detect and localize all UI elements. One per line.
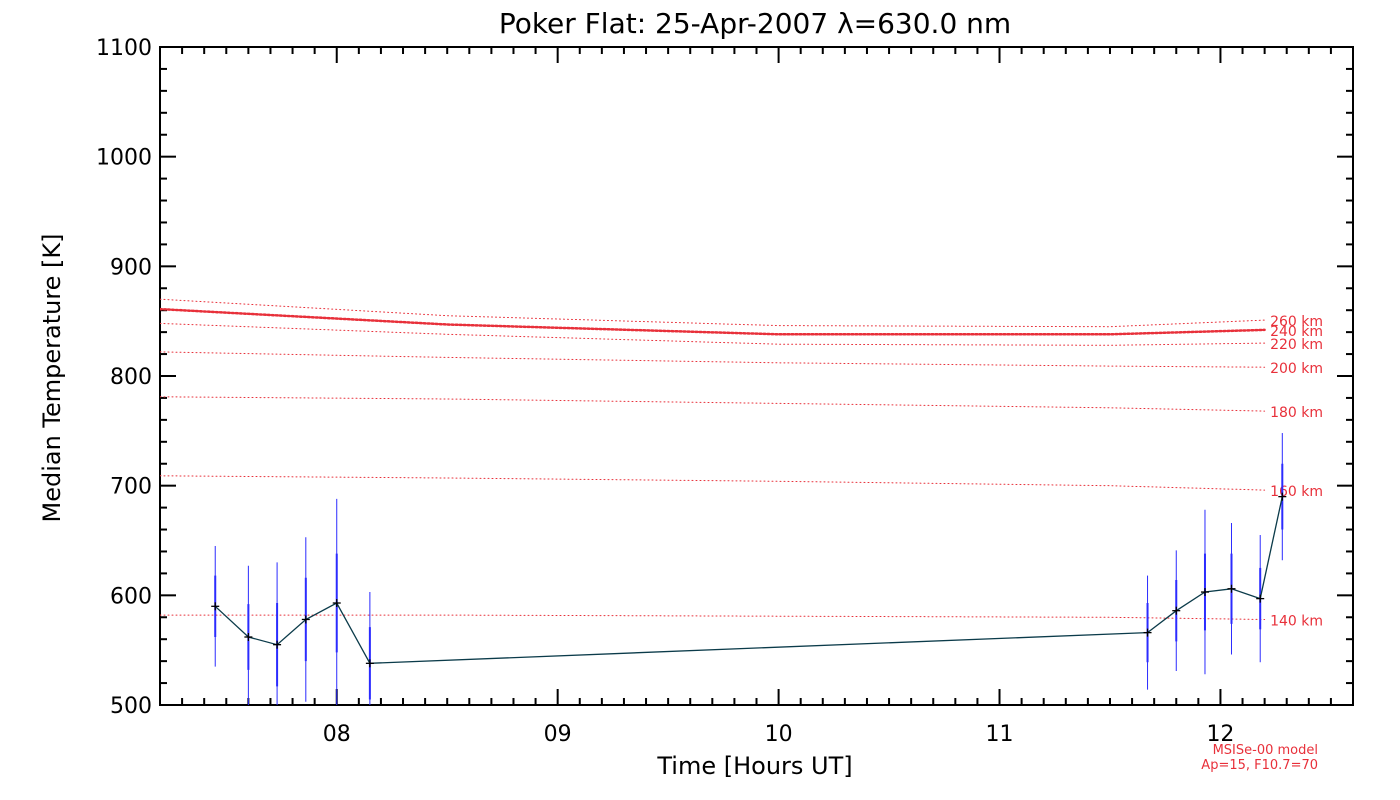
data-point — [244, 633, 253, 642]
model-curve-140-km — [160, 614, 1266, 620]
y-tick-label: 1000 — [96, 146, 152, 171]
model-label-240-km: 240 km — [1270, 324, 1323, 340]
y-tick-label: 600 — [110, 584, 152, 609]
data-point — [273, 640, 282, 649]
x-tick-label: 09 — [544, 722, 572, 747]
model-curve-180-km — [160, 396, 1266, 412]
data-point — [301, 615, 310, 624]
x-tick-label: 12 — [1206, 722, 1234, 747]
model-note-line-1: MSISe-00 model — [1213, 743, 1318, 758]
data-point — [1143, 628, 1152, 637]
model-curve-200-km — [160, 351, 1266, 368]
data-point — [1200, 588, 1209, 597]
model-label-180-km: 180 km — [1270, 405, 1323, 421]
y-tick-label: 800 — [110, 365, 152, 390]
data-point — [365, 659, 374, 668]
y-axis-label: Median Temperature [K] — [38, 233, 66, 522]
error-bars — [214, 433, 1284, 705]
data-point — [1227, 584, 1236, 593]
model-curve-240-km — [160, 307, 1266, 336]
y-tick-label: 900 — [110, 255, 152, 280]
model-curve-260-km — [160, 298, 1266, 328]
measurement-line — [214, 496, 1283, 664]
x-tick-label: 08 — [323, 722, 351, 747]
y-tick-label: 1100 — [96, 36, 152, 61]
x-tick-label: 10 — [765, 722, 793, 747]
x-axis-label: Time [Hours UT] — [656, 752, 852, 780]
model-label-220-km: 220 km — [1270, 337, 1323, 353]
model-label-160-km: 160 km — [1270, 484, 1323, 500]
model-curve-160-km — [160, 475, 1266, 491]
data-point — [211, 602, 220, 611]
data-point — [332, 599, 341, 608]
model-note-line-2: Ap=15, F10.7=70 — [1201, 758, 1318, 773]
data-point — [1172, 606, 1181, 615]
model-label-200-km: 200 km — [1270, 361, 1323, 377]
model-label-260-km: 260 km — [1270, 314, 1323, 330]
y-tick-label: 500 — [110, 694, 152, 719]
data-point — [1256, 594, 1265, 603]
chart-title: Poker Flat: 25-Apr-2007 λ=630.0 nm — [499, 7, 1011, 40]
model-curves — [160, 298, 1266, 620]
x-tick-label: 11 — [986, 722, 1014, 747]
model-label-140-km: 140 km — [1270, 613, 1323, 629]
y-tick-label: 700 — [110, 475, 152, 500]
data-point — [1278, 492, 1287, 501]
model-curve-220-km — [160, 322, 1266, 346]
